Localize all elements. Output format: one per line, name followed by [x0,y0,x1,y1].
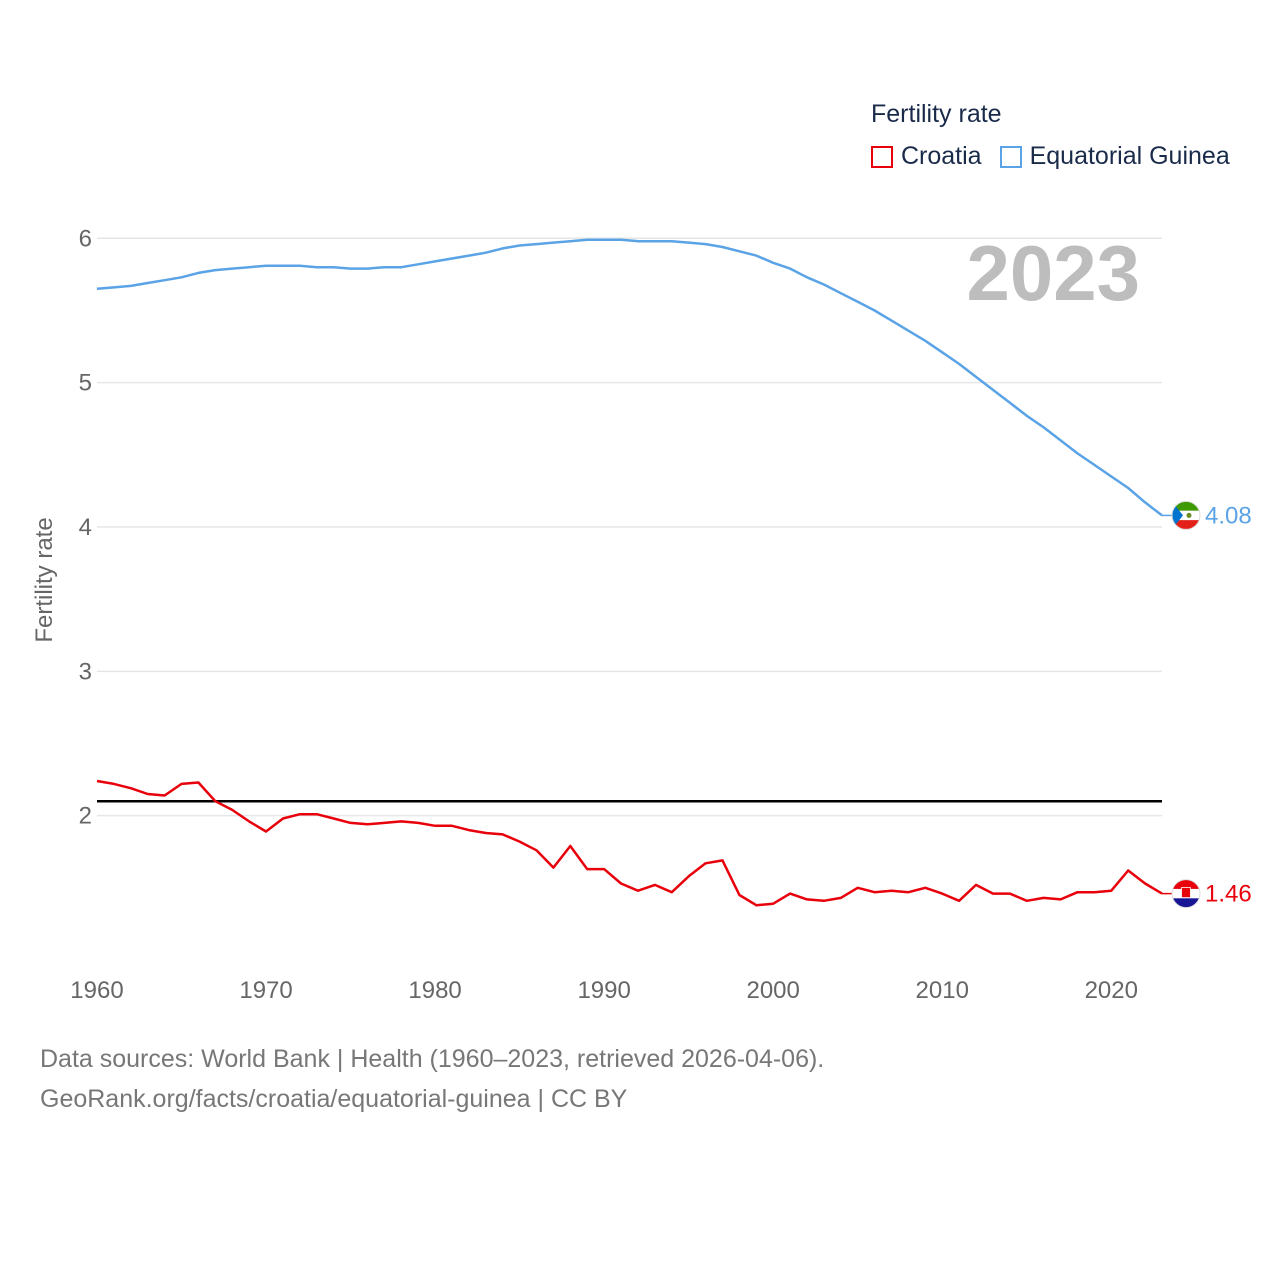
x-tick-2010: 2010 [916,977,969,1004]
y-tick-4: 4 [79,514,92,541]
footer-link[interactable]: GeoRank.org/facts/croatia/equatorial-gui… [40,1085,628,1113]
y-axis-label: Fertility rate [31,517,58,642]
y-tick-5: 5 [79,370,92,397]
y-tick-labels: 2 3 4 5 6 [79,225,92,829]
x-tick-1980: 1980 [408,977,461,1004]
legend-item-croatia[interactable]: Croatia [871,142,982,171]
legend-label-equatorial-guinea: Equatorial Guinea [1029,142,1230,170]
footer-sources: Data sources: World Bank | Health (1960–… [40,1045,825,1073]
series-lines [96,238,1163,907]
gridlines [97,237,1162,817]
x-tick-1970: 1970 [239,977,292,1004]
flag-icon-equatorial-guinea [1171,500,1201,530]
series-line-equatorial-guinea [96,238,1163,517]
x-tick-1990: 1990 [577,977,630,1004]
y-tick-6: 6 [79,225,92,252]
series-line-croatia [96,779,1163,907]
end-label-equatorial-guinea: 4.08 [1205,502,1252,529]
x-tick-2000: 2000 [746,977,799,1004]
legend-title: Fertility rate [871,100,1002,128]
x-tick-2020: 2020 [1085,977,1138,1004]
end-markers: 4.08 1.46 [1162,500,1252,909]
year-label: 2023 [966,229,1140,317]
x-tick-1960: 1960 [70,977,123,1004]
x-tick-labels: 1960 1970 1980 1990 2000 2010 2020 [70,977,1138,1004]
legend-label-croatia: Croatia [901,142,982,170]
legend-swatch-equatorial-guinea [999,145,1022,168]
legend-item-equatorial-guinea[interactable]: Equatorial Guinea [999,142,1230,171]
legend-swatch-croatia [871,145,893,168]
end-label-croatia: 1.46 [1205,881,1252,908]
y-tick-2: 2 [79,803,92,830]
flag-icon-croatia [1171,879,1201,909]
legend: Croatia Equatorial Guinea [871,142,1248,171]
y-tick-3: 3 [79,658,92,685]
